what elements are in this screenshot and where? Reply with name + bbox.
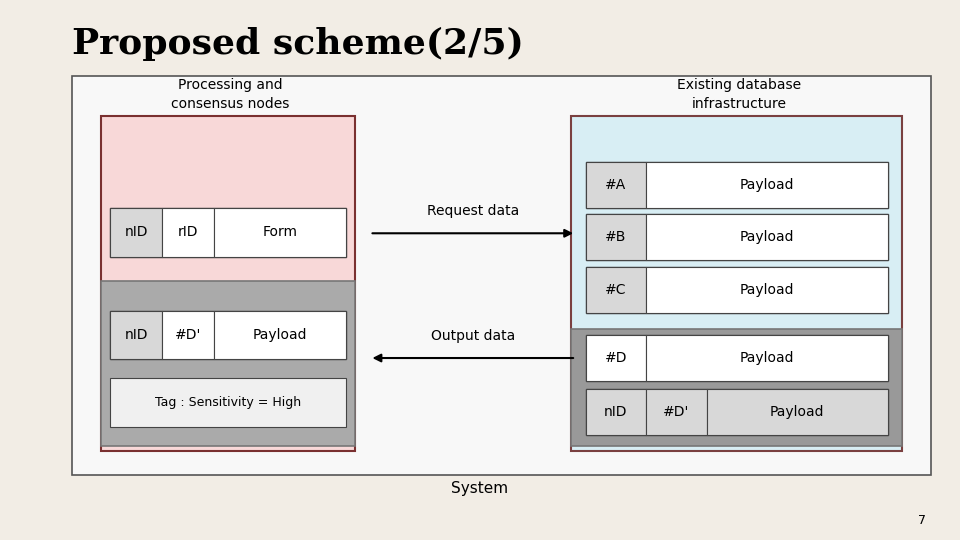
Bar [646,214,888,260]
Bar [586,267,888,313]
Text: Form: Form [262,225,298,239]
Text: #A: #A [605,178,627,192]
Text: Payload: Payload [740,351,794,364]
Text: #D': #D' [175,328,202,342]
Bar [646,162,888,208]
Text: Tag : Sensitivity = High: Tag : Sensitivity = High [155,396,301,409]
Text: Payload: Payload [252,328,307,342]
Text: nID: nID [604,405,628,418]
Bar [586,162,888,208]
Text: Output data: Output data [431,329,515,343]
Bar [646,267,888,313]
Bar [586,214,888,260]
Bar [646,335,888,381]
Bar [101,281,355,446]
Bar [101,116,355,451]
Text: nID: nID [125,225,148,239]
Text: #D': #D' [663,405,689,418]
Bar [110,378,346,427]
Bar [571,329,902,445]
Bar [162,310,214,359]
Text: Request data: Request data [426,204,519,218]
Text: rID: rID [178,225,199,239]
Text: System: System [451,481,509,496]
Bar [586,267,646,313]
Bar [646,389,707,435]
Bar [586,389,646,435]
Bar [110,310,162,359]
Text: Proposed scheme(2/5): Proposed scheme(2/5) [72,27,524,61]
Bar [586,389,888,435]
Bar [571,116,902,451]
Bar [586,214,646,260]
Text: Payload: Payload [740,283,794,296]
Bar [214,208,346,256]
Text: Payload: Payload [770,405,825,418]
Text: Processing and
consensus nodes: Processing and consensus nodes [171,78,290,111]
Bar [72,76,931,475]
Text: #D: #D [605,351,627,364]
Text: #C: #C [605,283,627,296]
Bar [214,310,346,359]
Bar [586,335,646,381]
Text: nID: nID [125,328,148,342]
Bar [586,335,888,381]
Text: Existing database
infrastructure: Existing database infrastructure [677,78,802,111]
Bar [110,310,346,359]
Bar [110,208,162,256]
Bar [707,389,888,435]
Text: Payload: Payload [740,178,794,192]
Bar [586,162,646,208]
Text: 7: 7 [919,514,926,526]
Bar [162,208,214,256]
Text: #B: #B [605,231,627,244]
Text: Payload: Payload [740,231,794,244]
Bar [110,208,346,256]
